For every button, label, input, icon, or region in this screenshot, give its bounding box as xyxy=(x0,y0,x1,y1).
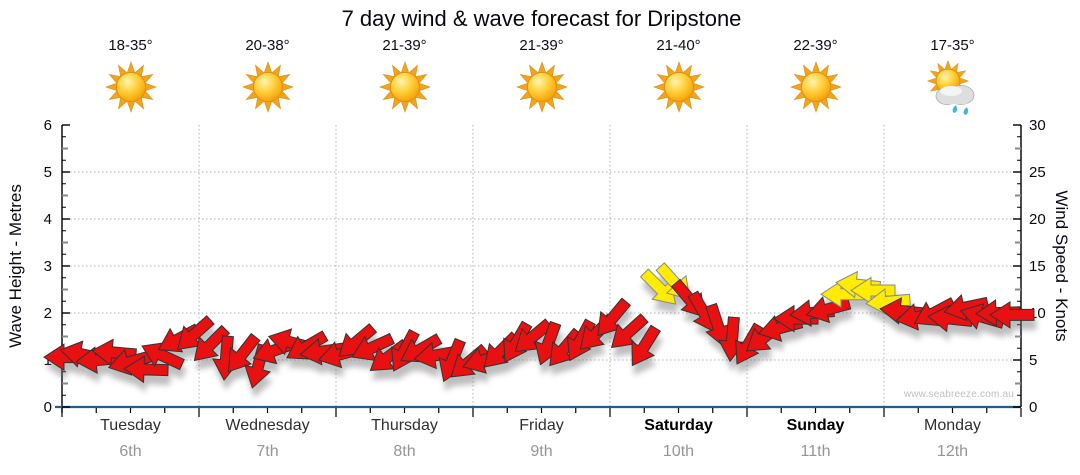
raindrops-icon xyxy=(952,105,968,115)
wind-arrow xyxy=(850,276,896,305)
wind-arrow xyxy=(176,315,215,350)
day-temperature: 21-40° xyxy=(656,37,701,54)
day-date-label: 6th xyxy=(119,443,142,460)
left-axis-title: Wave Height - Metres xyxy=(6,184,25,348)
sun-icon xyxy=(651,58,707,116)
day-temperature: 21-39° xyxy=(382,37,427,54)
day-date-label: 7th xyxy=(256,443,279,460)
right-tick-label: 5 xyxy=(1029,352,1037,369)
right-tick-label: 15 xyxy=(1029,258,1046,275)
left-tick-label: 2 xyxy=(44,305,52,322)
sun-icon xyxy=(514,58,570,116)
wind-arrow xyxy=(227,332,261,373)
day-date-label: 10th xyxy=(662,443,695,460)
day-temperature: 17-35° xyxy=(930,37,975,54)
day-temperature: 18-35° xyxy=(108,37,153,54)
right-axis-title: Wind Speed - Knots xyxy=(1052,190,1071,342)
wind-arrow xyxy=(514,318,554,353)
day-name-label: Monday xyxy=(924,417,981,434)
wind-arrows xyxy=(43,262,1035,389)
wind-arrow xyxy=(369,338,410,371)
wind-arrow xyxy=(549,327,584,367)
wind-arrow xyxy=(639,268,677,305)
wind-arrow xyxy=(610,313,649,349)
wind-arrow xyxy=(631,324,662,367)
left-tick-label: 6 xyxy=(44,117,52,134)
left-tick-label: 1 xyxy=(44,352,52,369)
wind-arrow xyxy=(193,324,231,362)
day-temperature: 20-38° xyxy=(245,37,290,54)
wind-arrow xyxy=(141,342,185,371)
sun-cloud-rain-icon xyxy=(925,58,981,116)
right-tick-label: 25 xyxy=(1029,164,1046,181)
day-name-label: Wednesday xyxy=(225,417,310,434)
day-date-label: 11th xyxy=(800,443,831,460)
sun-icon xyxy=(103,58,159,116)
day-name-label: Friday xyxy=(519,417,564,434)
left-tick-label: 5 xyxy=(44,164,52,181)
day-date-label: 12th xyxy=(936,443,969,460)
wind-arrow xyxy=(989,300,1035,329)
day-temperature: 22-39° xyxy=(793,37,838,54)
left-tick-label: 0 xyxy=(44,399,52,416)
right-tick-label: 30 xyxy=(1029,117,1046,134)
right-tick-label: 0 xyxy=(1029,399,1037,416)
day-name-label: Sunday xyxy=(786,417,845,434)
cloud-icon xyxy=(935,85,974,105)
day-name-label: Thursday xyxy=(371,417,438,434)
day-date-label: 9th xyxy=(530,443,553,460)
sun-icon xyxy=(788,58,844,116)
page-title: 7 day wind & wave forecast for Dripstone xyxy=(341,6,742,31)
day-name-label: Saturday xyxy=(644,417,713,434)
watermark: www.seabreeze.com.au xyxy=(903,389,1014,400)
day-date-label: 8th xyxy=(393,443,416,460)
sun-icon xyxy=(377,58,433,116)
right-tick-label: 20 xyxy=(1029,211,1046,228)
wind-arrow xyxy=(351,332,395,362)
wind-arrow xyxy=(597,297,632,337)
wind-arrow xyxy=(123,355,169,384)
left-tick-label: 4 xyxy=(44,211,52,228)
day-name-label: Tuesday xyxy=(100,417,161,434)
wind-arrow xyxy=(705,302,732,348)
sun-icon xyxy=(240,58,296,116)
left-tick-label: 3 xyxy=(44,258,52,275)
day-temperature: 21-39° xyxy=(519,37,564,54)
